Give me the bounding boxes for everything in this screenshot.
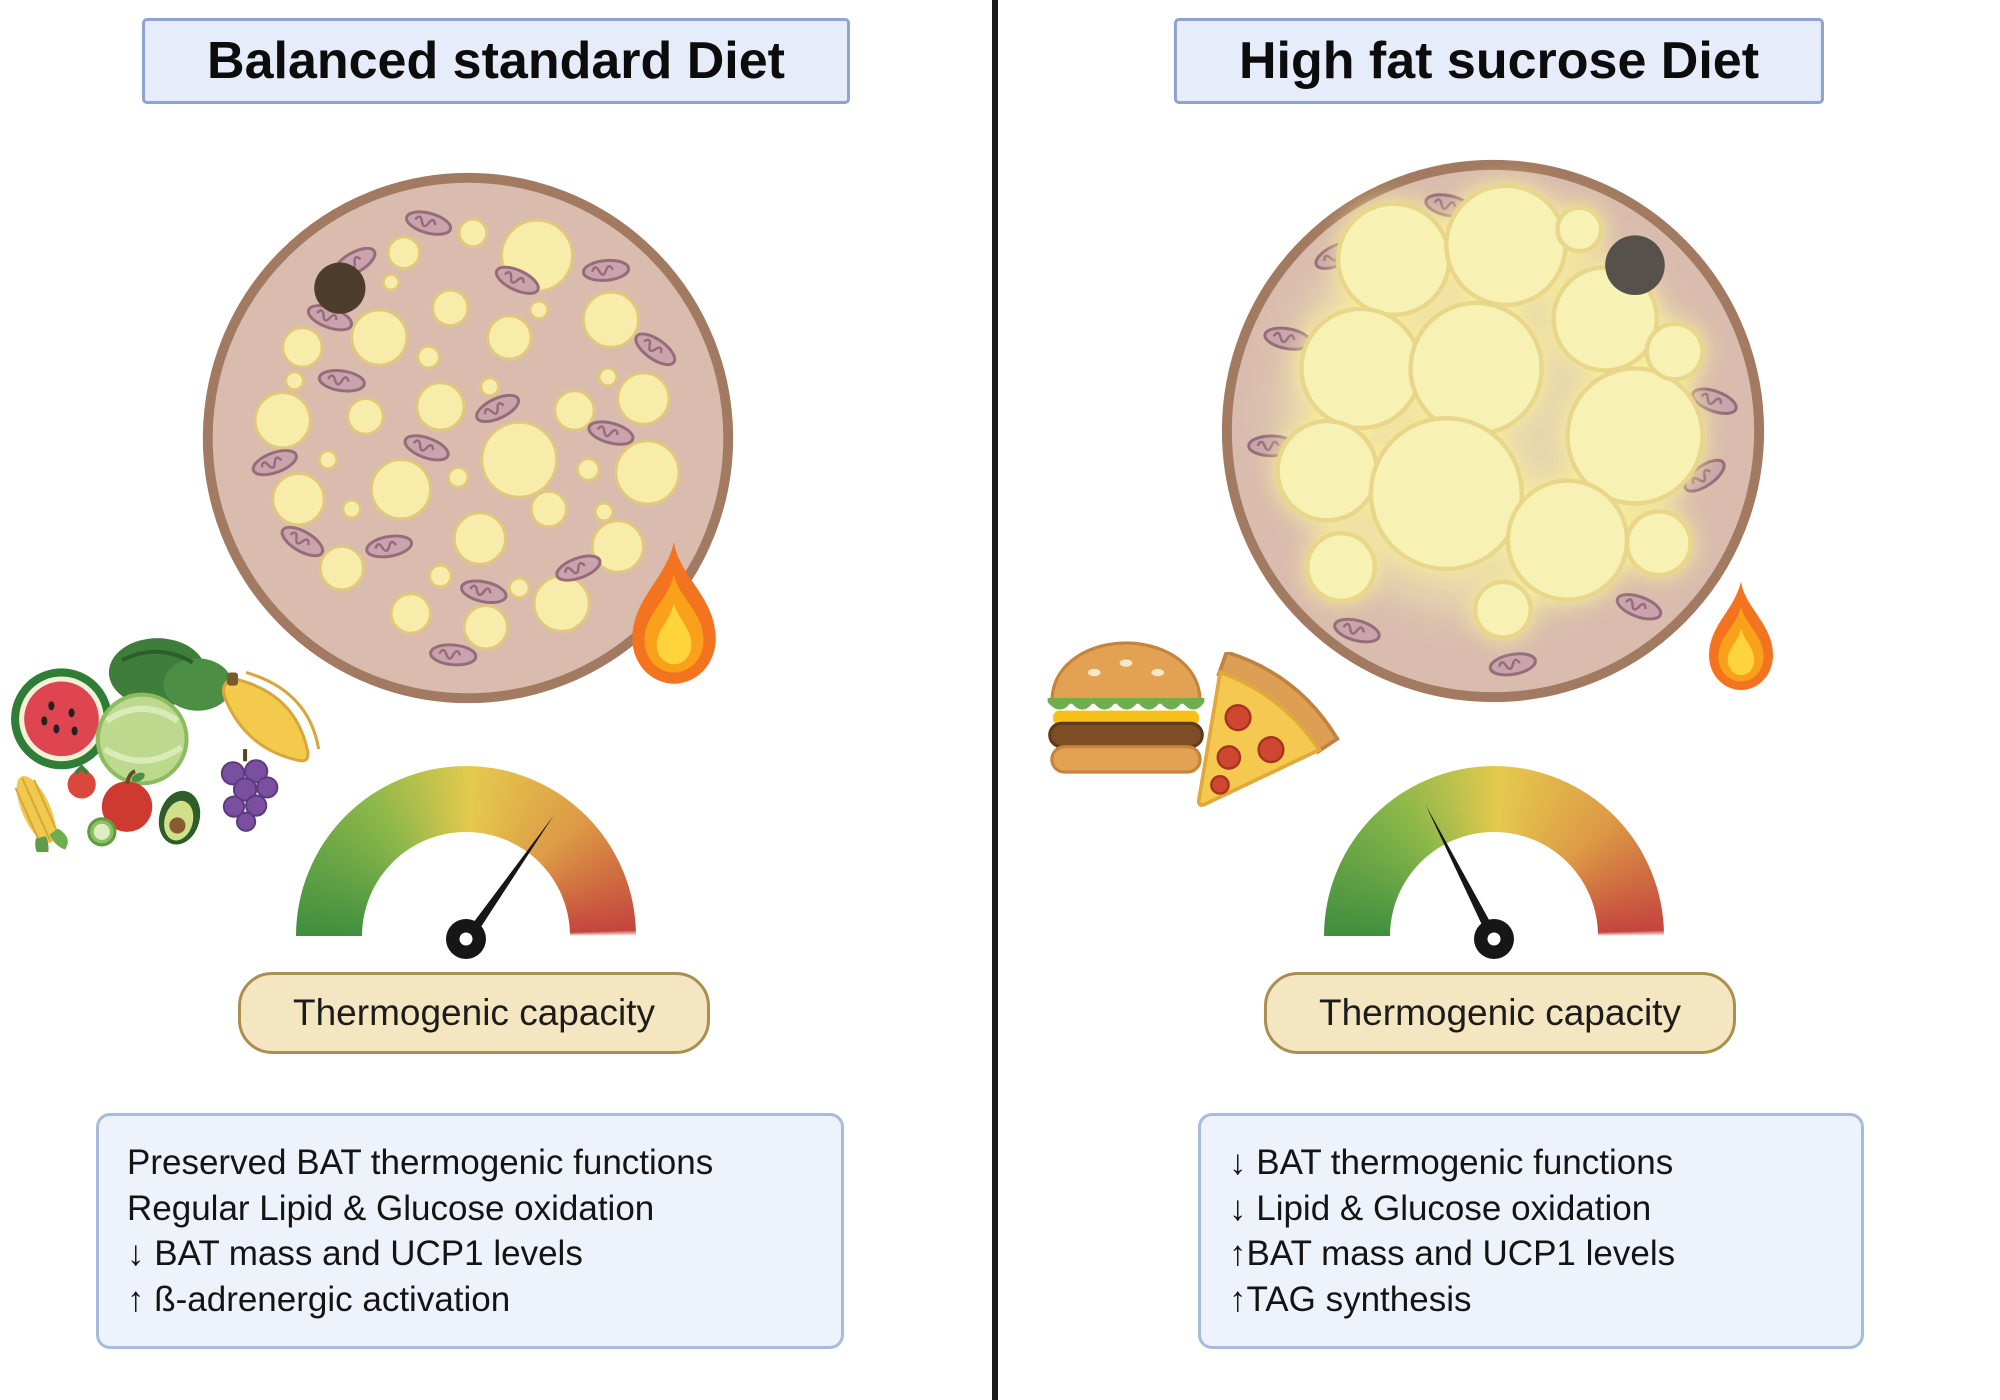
left-panel-title-text: Balanced standard Diet [207,32,785,90]
gauge-arc [296,766,636,936]
lipid-droplets-group [253,217,681,651]
whitened-adipocyte-illustration [1221,159,1765,703]
avocado-icon [158,790,201,845]
right-panel-title: High fat sucrose Diet [1173,18,1825,104]
summary-line: ↑ ß-adrenergic activation [127,1279,511,1319]
brown-adipocyte-illustration [202,172,734,704]
right-panel-title-text: High fat sucrose Diet [1238,32,1760,90]
tomato-icon [67,764,96,799]
panel-divider [992,0,998,1400]
summary-line: ↑BAT mass and UCP1 levels [1229,1234,1676,1273]
apple-icon [101,769,153,832]
gauge-pivot [1474,919,1514,959]
cucumber-icon [87,817,117,847]
gauge-label: Thermogenic capacity [293,992,655,1033]
healthy-foods-icon [11,638,321,852]
right-panel: High fat sucrose Diet [998,0,2000,1400]
gauge-label-pill: Thermogenic capacity [238,972,710,1054]
left-panel: Balanced standard Diet [0,0,992,1400]
cabbage-icon [95,692,189,786]
summary-line: ↓ BAT mass and UCP1 levels [127,1234,583,1273]
summary-line: ↓ BAT thermogenic functions [1229,1143,1674,1182]
corn-icon [14,775,68,852]
nucleus-icon [1605,235,1665,295]
right-summary-box: ↓ BAT thermogenic functions ↓ Lipid & Gl… [1198,1113,1864,1349]
summary-line: Regular Lipid & Glucose oxidation [127,1188,655,1228]
left-summary-box: Preserved BAT thermogenic functions Regu… [96,1113,844,1349]
watermelon-icon [11,668,112,770]
gauge-arc [1324,766,1664,936]
summary-line: ↑TAG synthesis [1229,1279,1472,1319]
flame-icon [632,542,716,684]
flame-icon [1709,581,1773,690]
nucleus-icon [314,262,366,314]
lipid-droplets-group [1275,183,1705,640]
gauge-pivot [446,919,486,959]
gauge-label: Thermogenic capacity [1319,992,1681,1033]
pizza-icon [1196,652,1340,807]
summary-line: Preserved BAT thermogenic functions [127,1143,714,1182]
left-panel-title: Balanced standard Diet [142,18,850,104]
banana-icon [221,670,321,763]
thermogenic-gauge [1324,766,1664,959]
summary-line: ↓ Lipid & Glucose oxidation [1229,1188,1652,1228]
thermogenic-gauge [296,766,636,959]
kale-icon [108,638,232,711]
grapes-icon [220,749,279,832]
burger-icon [1047,641,1205,774]
gauge-label-pill: Thermogenic capacity [1264,972,1736,1054]
